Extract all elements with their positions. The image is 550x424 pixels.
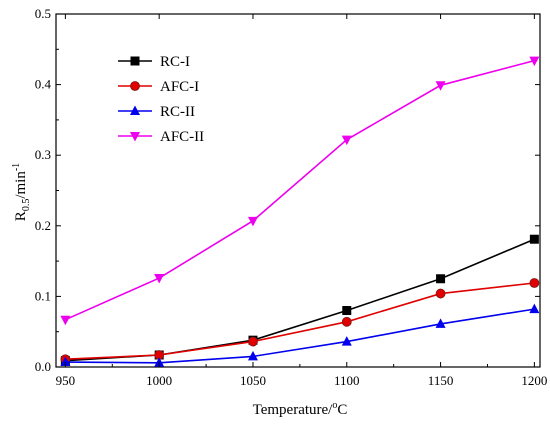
legend-entry: RC-I	[118, 54, 190, 70]
plot-area	[55, 13, 541, 368]
data-point	[529, 303, 540, 314]
data-point	[435, 288, 446, 299]
data-point	[529, 56, 540, 67]
series-layer	[60, 56, 540, 367]
data-point	[436, 274, 446, 284]
y-axis-label-text: R	[13, 211, 29, 221]
y-axis-label: R0.5/min-1	[11, 163, 32, 221]
x-tick-label: 1200	[521, 373, 547, 388]
y-tick-label: 0.0	[35, 359, 51, 374]
data-point	[435, 318, 446, 328]
data-point	[60, 315, 71, 326]
y-axis-label-unit: /min	[13, 171, 29, 199]
x-tick-label: 1100	[334, 373, 360, 388]
legend: RC-I AFC-I RC-II AFC-II	[118, 54, 204, 145]
legend-entry: RC-II	[118, 104, 195, 120]
data-point	[342, 306, 352, 316]
data-point	[435, 81, 446, 91]
y-tick-label: 0.4	[35, 77, 52, 92]
data-point	[529, 278, 540, 288]
legend-label: AFC-I	[160, 79, 199, 95]
series-rc-i	[60, 234, 539, 366]
data-point	[247, 216, 258, 227]
x-axis-label-sup: o	[332, 400, 337, 411]
y-tick-label: 0.3	[35, 147, 51, 162]
legend-entry: AFC-II	[118, 129, 204, 145]
series-line	[65, 238, 535, 362]
y-axis-label-sup: -1	[11, 163, 22, 171]
data-point	[341, 316, 352, 327]
x-tick-label: 1000	[146, 373, 172, 388]
y-tick-label: 0.5	[35, 6, 51, 21]
axes-layer: 0.0 0.1 0.2 0.3 0.4 0.5 950 1000 1050 1100 1150 120…	[35, 6, 548, 388]
data-point	[248, 336, 258, 347]
series-line	[65, 59, 535, 321]
x-tick-label: 1050	[240, 373, 266, 388]
series-rc-ii	[60, 303, 540, 367]
data-point	[154, 274, 165, 284]
data-point	[60, 356, 71, 367]
x-axis-label-text: Temperature/	[253, 402, 334, 418]
x-tick-label: 950	[56, 373, 76, 388]
legend-marker	[130, 81, 140, 91]
series-afc-i	[60, 278, 540, 365]
legend-label: RC-II	[160, 104, 195, 120]
legend-marker	[130, 105, 140, 115]
y-tick-label: 0.1	[35, 288, 51, 303]
legend-marker	[130, 56, 140, 66]
legend-label: AFC-II	[160, 129, 204, 145]
plot-frame	[55, 13, 541, 368]
data-point	[247, 350, 258, 361]
x-tick-label: 1150	[428, 373, 454, 388]
x-axis-label: Temperature/oC	[253, 400, 348, 418]
legend-entry: AFC-I	[118, 79, 199, 95]
data-point	[529, 234, 539, 244]
legend-label: RC-I	[160, 54, 190, 70]
series-line	[65, 282, 535, 361]
series-afc-ii	[60, 56, 540, 326]
x-axis-label-unit: C	[337, 402, 347, 418]
data-point	[341, 135, 352, 146]
data-point	[341, 336, 352, 346]
series-line	[65, 308, 535, 364]
y-tick-label: 0.2	[35, 218, 51, 233]
y-axis-label-sub: 0.5	[21, 199, 32, 212]
legend-marker	[130, 132, 140, 142]
